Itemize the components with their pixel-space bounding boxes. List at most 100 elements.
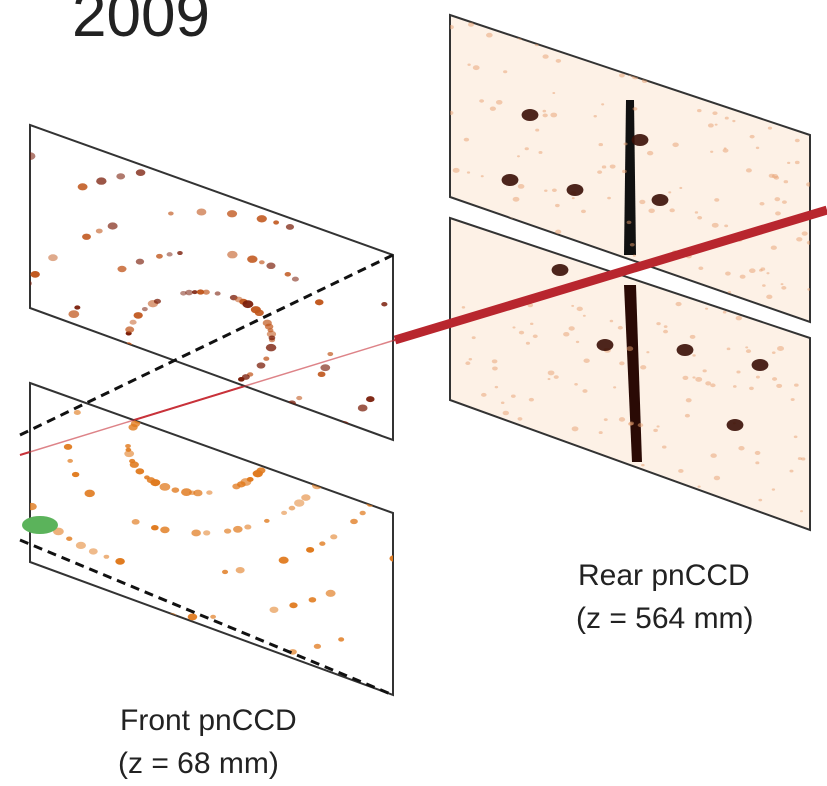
diffraction-spot [503,411,509,416]
diffraction-spot [32,377,38,381]
diffraction-spot [253,416,262,422]
diffraction-spot [798,457,802,460]
diffraction-spot [802,231,808,235]
diffraction-spot [690,523,695,527]
diffraction-spot [177,251,183,255]
diffraction-spot [732,120,735,122]
diffraction-spot [712,111,717,115]
diffraction-spot [724,147,727,149]
diffraction-spot [181,488,192,496]
diffraction-spot [0,506,4,513]
diffraction-spot [188,613,198,620]
diffraction-spot [187,384,197,391]
diffraction-spot [581,210,586,214]
diffraction-spot [358,405,368,412]
diffraction-spot [215,291,221,295]
diffraction-spot [619,361,624,365]
diffraction-spot [309,597,317,602]
diffraction-spot [772,351,776,354]
diffraction-spot [198,384,209,392]
diffraction-spot [519,441,530,449]
diffraction-spot [51,584,62,592]
diffraction-spot [442,497,448,502]
diffraction-spot [697,216,702,219]
diffraction-spot [525,147,529,150]
diffraction-spot [695,377,702,382]
diffraction-spot [403,609,411,615]
diffraction-spot [18,290,24,294]
diffraction-spot [749,387,754,390]
diffraction-spot [599,143,603,146]
diffraction-spot [652,194,669,206]
diffraction-spot [6,425,13,430]
diffraction-spot [279,557,289,564]
diffraction-spot [639,200,645,204]
diffraction-spot [710,453,716,458]
diffraction-spot [535,129,539,132]
diffraction-spot [795,139,800,143]
diffraction-spot [633,107,638,111]
diffraction-spot [38,631,46,637]
diffraction-spot [571,305,574,307]
diffraction-spot [323,462,334,470]
diffraction-spot [775,197,781,201]
diffraction-spot [464,215,471,220]
diffraction-spot [668,191,671,193]
diffraction-spot [555,230,561,234]
diffraction-spot [331,430,337,434]
diffraction-spot [564,486,569,490]
diffraction-spot [597,170,602,174]
diffraction-spot [156,254,163,259]
diffraction-spot [596,482,599,484]
diffraction-spot [273,220,279,224]
diffraction-spot [548,378,551,380]
diffraction-spot [0,331,7,337]
diffraction-spot [430,264,436,268]
diffraction-spot [628,422,633,425]
diffraction-spot [233,526,243,533]
diffraction-spot [462,306,465,308]
diffraction-spot [784,180,788,183]
diffraction-spot [441,391,449,397]
diffraction-spot [373,492,381,498]
diffraction-spot [350,519,358,524]
diffraction-spot [617,57,623,62]
diffraction-spot [736,316,742,321]
diffraction-spot [705,308,708,310]
diffraction-spot [117,266,126,272]
diffraction-spot [327,352,333,356]
diffraction-spot [567,184,584,196]
diffraction-spot [286,224,294,230]
diffraction-spot [613,386,616,388]
diffraction-spot [538,151,542,154]
diffraction-spot [690,335,696,339]
diffraction-spot [806,182,812,186]
diffraction-spot [752,359,769,371]
diffraction-spot [627,221,632,225]
diffraction-spot [760,267,765,270]
diffraction-spot [448,25,454,29]
diffraction-spot [568,42,572,45]
diffraction-spot [197,208,207,215]
diffraction-spot [517,417,522,421]
diffraction-spot [414,533,423,540]
diffraction-spot [768,127,772,130]
diffraction-spot [172,383,178,387]
diffraction-spot [597,339,614,351]
diffraction-spot [784,323,789,326]
diffraction-spot [7,559,13,563]
diffraction-spot [552,92,555,94]
diffraction-spot [375,460,385,467]
diffraction-spot [129,459,135,463]
diffraction-spot [653,429,658,432]
diffraction-spot [15,380,23,386]
diffraction-spot [552,189,557,192]
diffraction-spot [632,134,649,146]
diffraction-spot [289,506,296,511]
diffraction-spot [638,423,644,427]
diffraction-spot [703,502,709,506]
diffraction-spot [447,111,453,115]
diffraction-spot [259,260,265,264]
diffraction-spot [172,122,180,128]
diffraction-spot [257,362,266,368]
